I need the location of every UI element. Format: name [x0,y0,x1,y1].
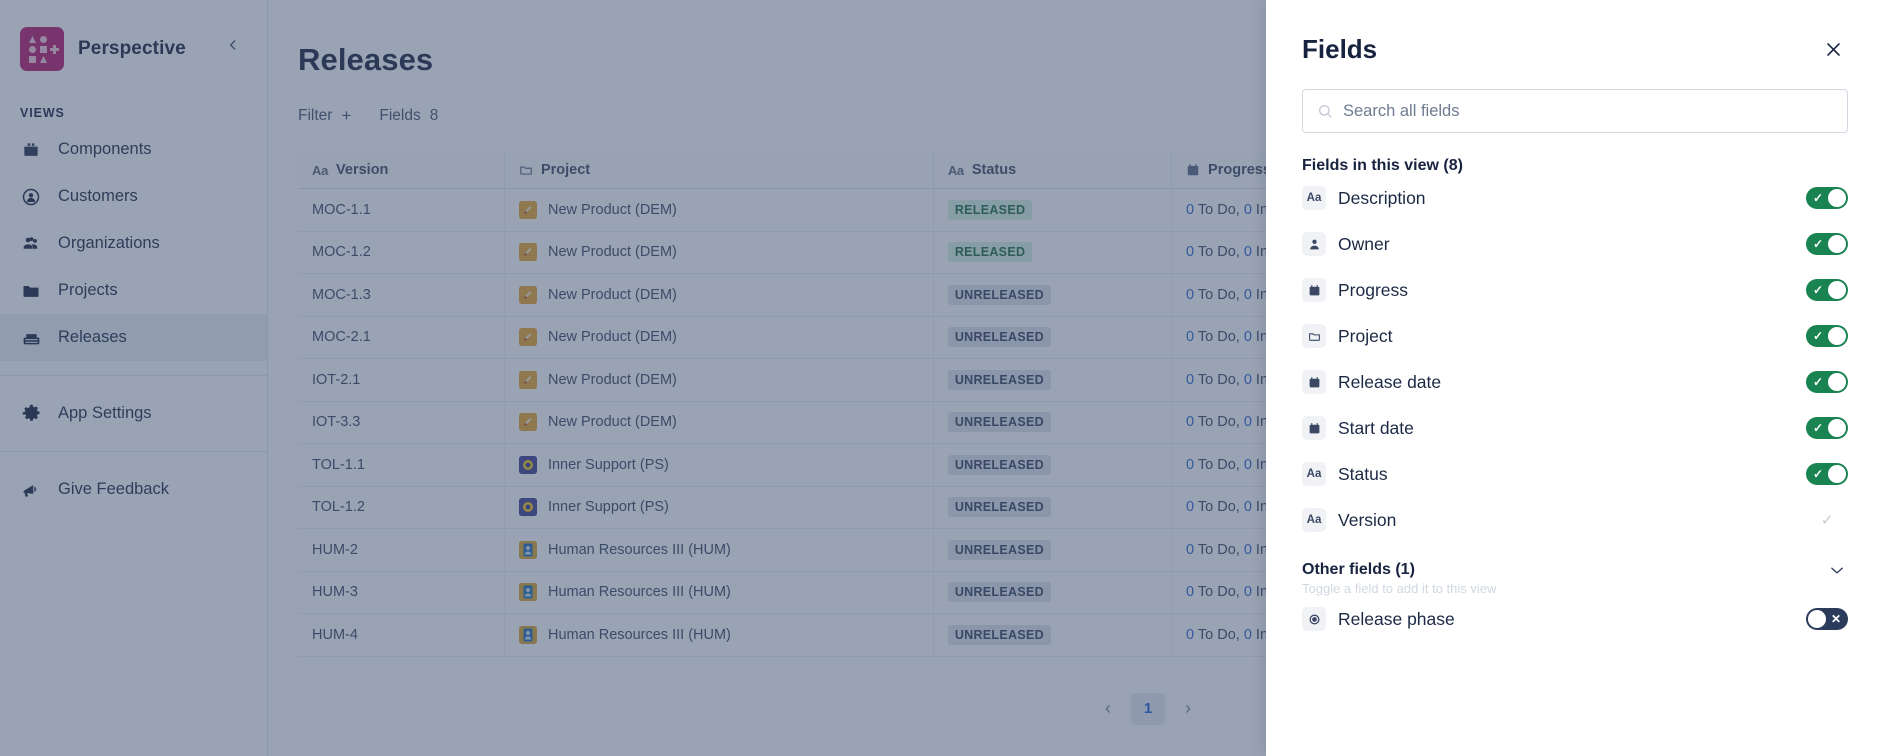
field-row-description[interactable]: Aa Description ✓ [1302,175,1848,221]
chevron-down-icon[interactable] [1826,562,1848,578]
toggle-knob [1828,465,1846,483]
field-toggle[interactable]: ✕ [1806,608,1848,630]
search-input[interactable]: Search all fields [1302,89,1848,133]
check-icon: ✓ [1813,329,1824,343]
fields-drawer: Fields Search all fields Fields in this … [1266,0,1884,756]
toggle-knob [1828,235,1846,253]
field-label: Version [1338,509,1397,530]
check-icon: ✓ [1813,237,1824,251]
close-icon[interactable] [1818,34,1848,64]
other-fields-title: Other fields (1) [1302,561,1415,578]
field-label: Release date [1338,371,1442,392]
field-row-release-date[interactable]: Release date ✓ [1302,359,1848,405]
toggle-knob [1828,373,1846,391]
drawer-title: Fields [1302,34,1378,64]
field-label: Progress [1338,279,1409,300]
field-row-progress[interactable]: Progress ✓ [1302,267,1848,313]
field-row-status[interactable]: Aa Status ✓ [1302,451,1848,497]
fields-list: Aa Description ✓ Owner ✓ Progress ✓ Project ✓ Rel… [1302,175,1848,543]
field-row-owner[interactable]: Owner ✓ [1302,221,1848,267]
text-icon: Aa [1302,186,1326,210]
field-label: Status [1338,463,1388,484]
check-icon: ✓ [1813,375,1824,389]
fields-in-view-title: Fields in this view (8) [1302,157,1463,174]
field-toggle[interactable]: ✓ [1806,187,1848,209]
calendar-icon [1302,416,1326,440]
field-toggle[interactable]: ✓ [1806,233,1848,255]
person-icon [1302,232,1326,256]
other-fields-hint: Toggle a field to add it to this view [1302,581,1497,596]
field-row-version[interactable]: Aa Version ✓ [1302,497,1848,543]
radio-icon [1302,607,1326,631]
field-toggle[interactable]: ✓ [1806,325,1848,347]
field-toggle[interactable]: ✓ [1806,417,1848,439]
check-icon: ✓ [1813,421,1824,435]
field-row-start-date[interactable]: Start date ✓ [1302,405,1848,451]
field-label: Project [1338,325,1393,346]
search-placeholder: Search all fields [1343,101,1460,120]
search-icon [1317,103,1333,119]
toggle-knob [1808,610,1826,628]
calendar-icon [1302,370,1326,394]
locked-check-icon: ✓ [1820,512,1834,529]
other-fields-list: Release phase ✕ [1302,596,1848,642]
toggle-knob [1828,189,1846,207]
calendar-icon [1302,278,1326,302]
drawer-header: Fields [1302,0,1848,65]
field-label: Owner [1338,233,1390,254]
field-label: Release phase [1338,608,1455,629]
folder-icon [1302,324,1326,348]
toggle-knob [1828,419,1846,437]
field-label: Description [1338,187,1426,208]
text-icon: Aa [1302,462,1326,486]
field-row-release-phase[interactable]: Release phase ✕ [1302,596,1848,642]
field-toggle[interactable]: ✓ [1806,279,1848,301]
toggle-knob [1828,281,1846,299]
close-icon: ✕ [1830,612,1841,626]
text-icon: Aa [1302,508,1326,532]
field-toggle[interactable]: ✓ [1806,463,1848,485]
field-label: Start date [1338,417,1414,438]
field-row-project[interactable]: Project ✓ [1302,313,1848,359]
check-icon: ✓ [1813,467,1824,481]
other-fields-header[interactable]: Other fields (1) [1302,561,1848,579]
toggle-knob [1828,327,1846,345]
check-icon: ✓ [1813,191,1824,205]
field-toggle[interactable]: ✓ [1806,371,1848,393]
check-icon: ✓ [1813,283,1824,297]
modal-overlay[interactable] [0,0,1266,756]
